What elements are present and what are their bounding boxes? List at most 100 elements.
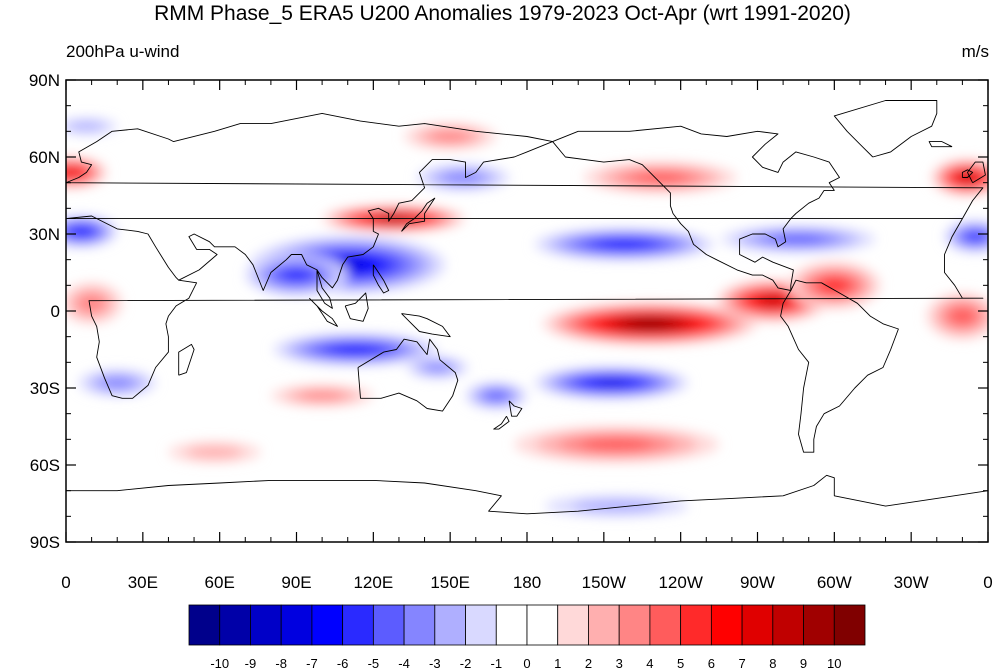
coastline [344, 292, 369, 322]
coastlines [66, 100, 988, 515]
anomaly-blob [788, 262, 881, 309]
lon-tick-label: 60E [205, 573, 235, 592]
colorbar-swatch [741, 604, 774, 646]
coastline [66, 474, 988, 515]
lon-tick-label: 60W [817, 573, 852, 592]
anomaly-blob [66, 157, 107, 188]
colorbar-label: 10 [827, 656, 841, 671]
colorbar-label: -9 [245, 656, 257, 671]
colorbar-label: 5 [677, 656, 684, 671]
axis-ticks: 90N 60N 30N 0 30S 60S 90S 0 30E 60E 90E 120E 150E 180… [29, 71, 993, 592]
lon-tick-label: 180 [513, 573, 541, 592]
anomaly-blob [66, 282, 123, 324]
coastline [780, 279, 899, 453]
colorbar-swatch [188, 604, 221, 646]
colorbar-label: 0 [523, 656, 530, 671]
colorbar-swatch [219, 604, 251, 646]
lon-tick-label: 30W [894, 573, 929, 592]
colorbar-swatch [250, 604, 282, 646]
anomaly-blob [514, 426, 720, 463]
anomaly-blob [404, 123, 497, 150]
anomaly-blob [416, 164, 510, 191]
colorbar-swatch [680, 604, 712, 646]
lat-tick-label: 90N [29, 71, 60, 90]
coastline [552, 125, 840, 291]
colorbar-label: -6 [337, 656, 349, 671]
colorbar-swatch [465, 604, 497, 646]
colorbar-swatch [649, 604, 682, 646]
coastline [928, 141, 953, 148]
plot-background [66, 80, 988, 542]
lat-tick-label: 0 [51, 302, 60, 321]
lat-tick-label: 30N [29, 225, 60, 244]
colorbar-swatch [772, 604, 804, 646]
anomaly-blob [66, 216, 118, 247]
anomaly-blob [534, 228, 714, 260]
coastline [357, 338, 459, 412]
coastline [833, 100, 938, 158]
lon-tick-label: 0 [61, 573, 70, 592]
anomaly-blob [78, 370, 156, 396]
lon-tick-label: 120W [658, 573, 702, 592]
colorbar-swatch [588, 604, 620, 646]
colorbar-label: 4 [646, 656, 653, 671]
anomaly-blob [583, 162, 738, 193]
colorbar-swatch [434, 604, 466, 646]
coastline [66, 112, 984, 309]
coastline [308, 297, 338, 327]
lon-tick-label: 0 [983, 573, 992, 592]
colorbar-label: -3 [429, 656, 441, 671]
colorbar-label: 6 [708, 656, 715, 671]
colorbar-label: -1 [490, 656, 502, 671]
anomaly-blob [465, 382, 527, 409]
colorbar-label: 3 [616, 656, 623, 671]
anomaly-field [66, 118, 988, 517]
variable-subtitle: 200hPa u-wind [66, 42, 180, 61]
colorbar-label: -2 [460, 656, 472, 671]
colorbar-swatch [618, 604, 651, 646]
anomaly-blob [926, 293, 988, 340]
lat-tick-label: 90S [30, 533, 60, 552]
coastline [401, 313, 451, 338]
coastline [961, 169, 974, 178]
colorbar-label: 8 [769, 656, 776, 671]
colorbar-label: 7 [738, 656, 745, 671]
colorbar-label: 9 [800, 656, 807, 671]
coastline [967, 161, 986, 184]
coastline [401, 197, 436, 232]
anomaly-blob [168, 441, 261, 463]
anomaly-blob [270, 385, 374, 406]
lon-tick-label: 90W [740, 573, 775, 592]
colorbar-swatch [803, 604, 835, 646]
map-title: RMM Phase_5 ERA5 U200 Anomalies 1979-202… [154, 2, 851, 25]
anomaly-blob [944, 221, 988, 252]
lon-tick-label: 150E [430, 573, 470, 592]
colorbar: -10 -9 -8 -7 -6 -5 -4 -3 -2 -1 0 1 2 3 4 5 6 7 8 9 10 [188, 604, 866, 671]
units-subtitle: m/s [961, 42, 989, 61]
colorbar-swatch [342, 604, 374, 646]
anomaly-blob [534, 367, 689, 399]
anomaly-blob [66, 118, 118, 134]
lat-tick-label: 30S [30, 379, 60, 398]
lon-tick-label: 120E [353, 573, 393, 592]
anomaly-blob [544, 495, 689, 517]
colorbar-swatch [403, 604, 436, 646]
colorbar-swatch [372, 604, 405, 646]
colorbar-swatch [557, 604, 589, 646]
coastline [493, 415, 510, 430]
anomaly-blob [542, 303, 758, 345]
colorbar-label: 2 [585, 656, 592, 671]
colorbar-label: -8 [275, 656, 287, 671]
colorbar-label: -5 [368, 656, 380, 671]
colorbar-label: 1 [554, 656, 561, 671]
coastline [372, 264, 390, 294]
coastline [508, 400, 523, 417]
colorbar-label: -4 [398, 656, 410, 671]
lon-tick-label: 150W [582, 573, 626, 592]
colorbar-label: -10 [210, 656, 229, 671]
colorbar-label: -7 [306, 656, 318, 671]
lat-tick-label: 60S [30, 456, 60, 475]
colorbar-swatch [280, 604, 313, 646]
lat-tick-label: 60N [29, 148, 60, 167]
